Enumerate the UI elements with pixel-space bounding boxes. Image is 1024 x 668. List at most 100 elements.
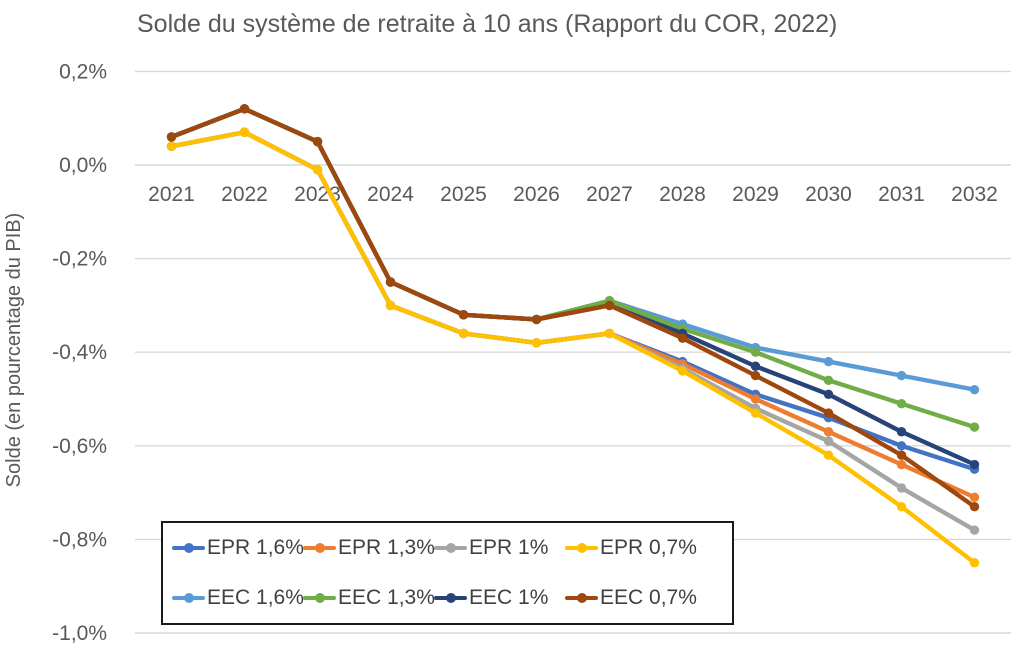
data-point-eec-0-7-2031 <box>896 450 907 460</box>
x-tick-label: 2029 <box>732 183 779 206</box>
legend-marker-dot <box>445 593 456 603</box>
x-tick-label: 2031 <box>878 183 925 206</box>
data-point-eec-0-7-2028 <box>677 333 688 343</box>
legend-label: EPR 0,7% <box>600 536 697 559</box>
data-point-epr-0-7-2021 <box>166 141 177 151</box>
x-tick-label: 2027 <box>586 183 633 206</box>
y-tick-label: -0,2% <box>52 248 107 271</box>
legend-marker-dot <box>183 543 194 553</box>
series-line-epr-1-3 <box>169 130 977 500</box>
legend-label: EEC 1,6% <box>207 586 304 609</box>
data-point-epr-0-7-2028 <box>677 366 688 376</box>
data-point-eec-1-2032 <box>969 459 980 470</box>
data-point-eec-1-2029 <box>750 361 761 371</box>
data-point-eec-0-7-2025 <box>458 310 469 320</box>
data-point-eec-0-7-2023 <box>312 136 323 147</box>
legend-item-epr-1: EPR 1% <box>434 536 565 560</box>
data-point-eec-0-7-2022 <box>239 104 250 114</box>
legend-marker-dot <box>314 593 325 603</box>
legend-label: EEC 1,3% <box>338 586 435 609</box>
data-point-epr-1-2030 <box>823 436 834 446</box>
x-tick-label: 2024 <box>367 183 414 206</box>
data-point-epr-0-7-2032 <box>969 558 980 568</box>
data-point-eec-1-3-2029 <box>750 347 761 357</box>
legend-label: EPR 1,6% <box>207 536 304 559</box>
legend-marker-eec-1 <box>434 593 467 603</box>
x-tick-label: 2025 <box>440 183 487 206</box>
y-tick-label: 0,0% <box>59 154 107 177</box>
series-line-eec-0-7 <box>169 106 977 509</box>
y-tick-label: -0,4% <box>52 341 107 364</box>
legend-marker-dot <box>183 593 194 603</box>
data-point-eec-0-7-2029 <box>750 370 761 381</box>
x-tick-label: 2030 <box>805 183 852 206</box>
data-point-epr-0-7-2029 <box>750 408 761 418</box>
legend-marker-epr-1 <box>434 543 467 553</box>
series-line-eec-1 <box>169 106 977 467</box>
data-point-epr-1-6-2031 <box>896 441 907 451</box>
legend-item-eec-1: EEC 1% <box>434 586 565 610</box>
data-point-eec-0-7-2026 <box>531 314 542 325</box>
data-point-eec-0-7-2027 <box>604 300 615 311</box>
y-tick-label: -0,8% <box>52 528 107 551</box>
x-tick-label: 2028 <box>659 183 706 206</box>
data-point-eec-0-7-2021 <box>166 132 177 142</box>
y-tick-label: -1,0% <box>52 622 107 645</box>
data-point-epr-0-7-2026 <box>531 338 542 348</box>
data-point-epr-1-2032 <box>969 525 980 535</box>
series-line-eec-1-6 <box>169 106 977 392</box>
legend-marker-eec-0-7 <box>565 593 598 603</box>
legend-marker-dot <box>576 593 587 603</box>
y-axis-title: Solde (en pourcentage du PIB) <box>3 213 25 488</box>
data-point-eec-0-7-2032 <box>969 501 980 512</box>
legend-item-eec-1-3: EEC 1,3% <box>303 586 435 610</box>
legend-marker-eec-1-3 <box>303 593 336 603</box>
series-line-epr-0-7 <box>169 130 977 565</box>
data-point-eec-0-7-2030 <box>823 408 834 418</box>
data-point-eec-1-6-2031 <box>896 370 907 381</box>
data-point-epr-1-3-2031 <box>896 459 907 470</box>
data-point-eec-1-2031 <box>896 427 907 437</box>
data-point-epr-1-3-2030 <box>823 427 834 437</box>
legend-marker-dot <box>445 543 456 553</box>
data-point-epr-0-7-2022 <box>239 127 250 137</box>
data-point-epr-1-3-2032 <box>969 492 980 502</box>
legend-marker-epr-1-3 <box>303 543 336 553</box>
legend-item-eec-1-6: EEC 1,6% <box>172 586 304 610</box>
legend-marker-epr-1-6 <box>172 543 205 553</box>
legend-marker-dot <box>576 543 587 553</box>
legend-item-epr-1-6: EPR 1,6% <box>172 536 304 560</box>
x-tick-label: 2032 <box>951 183 998 206</box>
data-point-epr-0-7-2031 <box>896 501 907 512</box>
legend-item-epr-1-3: EPR 1,3% <box>303 536 435 560</box>
data-point-epr-1-2031 <box>896 483 907 493</box>
y-tick-label: -0,6% <box>52 435 107 458</box>
chart-title: Solde du système de retraite à 10 ans (R… <box>137 10 838 38</box>
data-point-epr-0-7-2025 <box>458 328 469 339</box>
data-point-eec-1-3-2030 <box>823 375 834 385</box>
data-point-eec-1-6-2030 <box>823 356 834 367</box>
data-point-eec-1-6-2032 <box>969 384 980 395</box>
legend-label: EPR 1,3% <box>338 536 435 559</box>
legend-item-eec-0-7: EEC 0,7% <box>565 586 697 610</box>
x-tick-label: 2022 <box>221 183 268 206</box>
y-tick-label: 0,2% <box>59 60 107 83</box>
legend-item-epr-0-7: EPR 0,7% <box>565 536 697 560</box>
legend: EPR 1,6% EPR 1,3% EPR 1% EPR 0,7% EEC 1,6% EE… <box>161 521 734 625</box>
data-point-epr-0-7-2024 <box>385 300 396 311</box>
data-point-eec-1-3-2031 <box>896 398 907 409</box>
data-point-epr-0-7-2027 <box>604 328 615 339</box>
data-point-epr-1-3-2029 <box>750 394 761 404</box>
legend-label: EPR 1% <box>469 536 549 559</box>
legend-label: EEC 1% <box>469 586 549 609</box>
x-tick-label: 2026 <box>513 183 560 206</box>
data-point-eec-0-7-2024 <box>385 277 396 287</box>
data-point-epr-0-7-2023 <box>312 164 323 175</box>
data-point-eec-1-3-2032 <box>969 422 980 432</box>
data-point-eec-1-2030 <box>823 389 834 400</box>
series-line-epr-1 <box>169 130 977 533</box>
data-point-epr-0-7-2030 <box>823 450 834 460</box>
legend-marker-dot <box>314 543 325 553</box>
legend-marker-eec-1-6 <box>172 593 205 603</box>
